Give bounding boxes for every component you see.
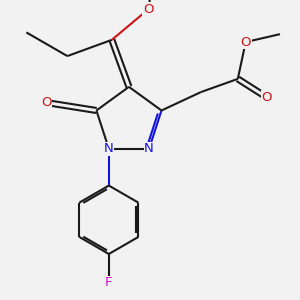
Text: N: N (144, 142, 154, 155)
Text: O: O (262, 91, 272, 104)
Text: F: F (105, 276, 112, 290)
Text: O: O (41, 96, 52, 109)
Text: N: N (104, 142, 114, 155)
Text: O: O (143, 3, 153, 16)
Text: O: O (240, 36, 251, 49)
